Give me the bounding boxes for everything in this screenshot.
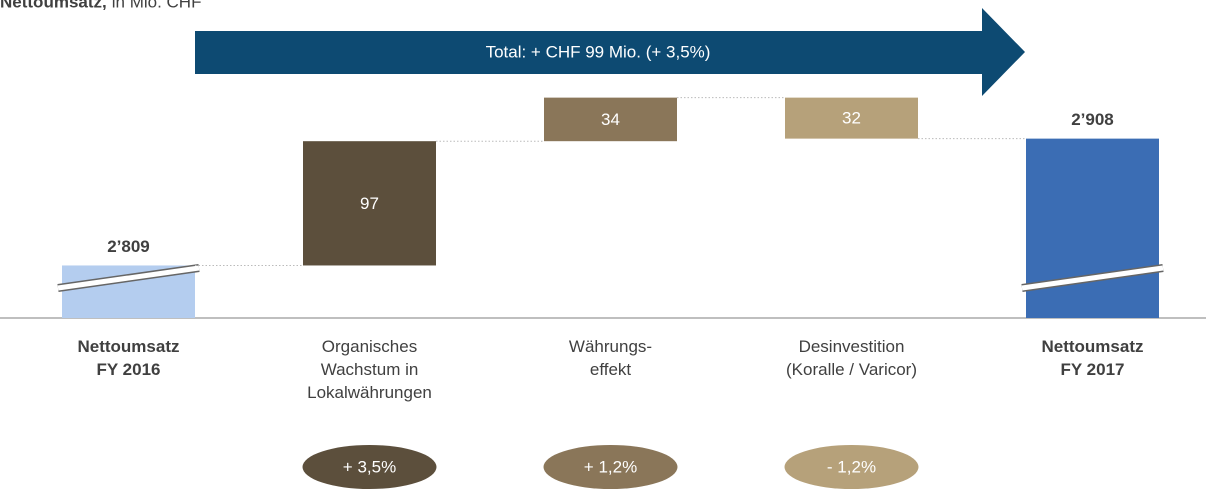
- pct-badge: [784, 445, 919, 489]
- axis-break: [57, 265, 200, 291]
- pct-label: + 3,5%: [343, 457, 396, 476]
- chart-title: Nettoumsatz,: [0, 0, 107, 11]
- chart-subtitle: in Mio. CHF: [112, 0, 202, 11]
- pct-badge: [302, 445, 437, 489]
- category-label: Organisches Wachstum in Lokalwährungen: [307, 337, 432, 402]
- value-label: 2’908: [1071, 110, 1114, 129]
- value-label: 34: [601, 110, 620, 129]
- bar: [785, 97, 918, 139]
- bar: [303, 141, 436, 266]
- total-arrow: [195, 8, 1025, 96]
- bar: [544, 97, 677, 142]
- axis-break: [1021, 265, 1164, 291]
- value-label: 97: [360, 194, 379, 213]
- arrow-label: Total: + CHF 99 Mio. (+ 3,5%): [486, 42, 711, 61]
- category-label: Nettoumsatz FY 2016: [77, 337, 180, 379]
- value-label: 2’809: [107, 237, 150, 256]
- category-label: Währungs- effekt: [568, 337, 653, 379]
- category-label: Desinvestition (Koralle / Varicor): [786, 337, 917, 379]
- value-label: 32: [842, 109, 861, 128]
- pct-label: - 1,2%: [827, 457, 876, 476]
- pct-badge: [543, 445, 678, 489]
- pct-label: + 1,2%: [584, 457, 637, 476]
- category-label: Nettoumsatz FY 2017: [1041, 337, 1144, 379]
- bar: [1026, 138, 1159, 318]
